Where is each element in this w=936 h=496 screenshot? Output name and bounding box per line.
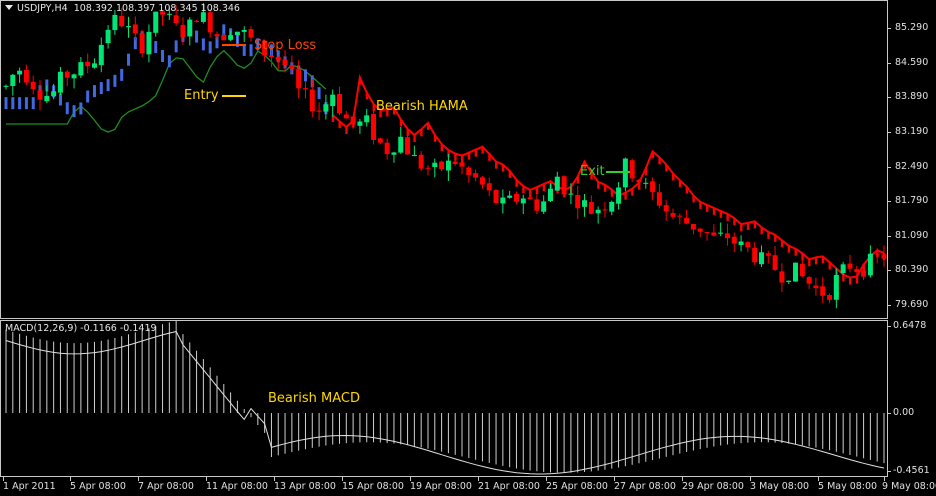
macd-panel[interactable] [0, 320, 888, 477]
time-tick [206, 477, 207, 481]
price-axis-label: 84.590 [895, 56, 929, 68]
time-axis-label: 25 Apr 08:00 [546, 481, 608, 492]
time-axis-label: 5 Apr 08:00 [70, 481, 126, 492]
price-tick [887, 28, 891, 29]
time-tick [342, 477, 343, 481]
price-axis-label: 81.090 [895, 229, 929, 241]
time-tick [478, 477, 479, 481]
time-tick [750, 477, 751, 481]
time-axis-label: 29 Apr 08:00 [682, 481, 744, 492]
stop-loss-label: Stop Loss [254, 38, 317, 53]
macd-axis-label: 0.00 [893, 407, 915, 418]
price-tick [887, 97, 891, 99]
price-axis-label: 80.390 [895, 264, 929, 276]
macd-tick [887, 326, 891, 327]
ohlc-high: 108.397 [116, 3, 156, 14]
time-tick [3, 477, 4, 481]
time-tick [138, 477, 139, 481]
price-axis-label: 81.790 [895, 195, 929, 207]
bearish-hama-label: Bearish HAMA [376, 99, 468, 114]
price-tick [887, 270, 891, 272]
time-tick [614, 477, 615, 481]
macd-tick [887, 471, 891, 472]
time-axis-label: 15 Apr 08:00 [342, 481, 404, 492]
macd-header: MACD(12,26,9) -0.1166 -0.1419 [5, 323, 157, 334]
price-axis-label: 83.190 [895, 125, 929, 137]
time-axis-label: 13 Apr 08:00 [274, 481, 336, 492]
time-axis-label: 21 Apr 08:00 [478, 481, 540, 492]
time-axis-label: 11 Apr 08:00 [206, 481, 268, 492]
time-axis-label: 7 Apr 08:00 [138, 481, 194, 492]
ohlc-low: 108.345 [158, 3, 198, 14]
price-axis-label: 83.890 [895, 91, 929, 103]
dropdown-triangle-icon[interactable] [5, 5, 13, 10]
price-tick [887, 235, 891, 237]
time-tick [682, 477, 683, 481]
time-tick [70, 477, 71, 481]
price-tick [887, 166, 891, 168]
entry-label: Entry [184, 88, 219, 103]
time-axis-label: 27 Apr 08:00 [614, 481, 676, 492]
time-tick [410, 477, 411, 481]
price-tick [887, 62, 891, 64]
price-tick [887, 131, 891, 133]
price-tick [887, 201, 891, 203]
exit-label: Exit [580, 164, 605, 179]
symbol-header: USDJPY,H4 108.392 108.397 108.345 108.34… [5, 3, 240, 14]
price-axis-label: 82.490 [895, 160, 929, 172]
macd-axis-label: -0.4561 [893, 465, 930, 476]
bearish-macd-label: Bearish MACD [268, 391, 360, 406]
symbol-label: USDJPY,H4 [17, 3, 68, 14]
time-axis-label: 3 May 08:00 [750, 481, 810, 492]
time-axis-label: 1 Apr 2011 [3, 481, 56, 492]
ohlc-close: 108.346 [200, 3, 240, 14]
time-tick [546, 477, 547, 481]
time-axis-label: 5 May 08:00 [818, 481, 878, 492]
time-axis-label: 9 May 08:00 [882, 481, 936, 492]
price-axis-label: 79.690 [895, 299, 929, 310]
macd-tick [887, 413, 891, 414]
price-panel[interactable] [0, 0, 888, 319]
macd-axis-label: 0.6478 [893, 320, 927, 331]
price-axis-label: 85.290 [895, 22, 929, 33]
time-tick [274, 477, 275, 481]
ohlc-open: 108.392 [73, 3, 113, 14]
time-axis-label: 19 Apr 08:00 [410, 481, 472, 492]
price-tick [887, 305, 891, 306]
time-tick [818, 477, 819, 481]
time-tick [884, 477, 885, 481]
